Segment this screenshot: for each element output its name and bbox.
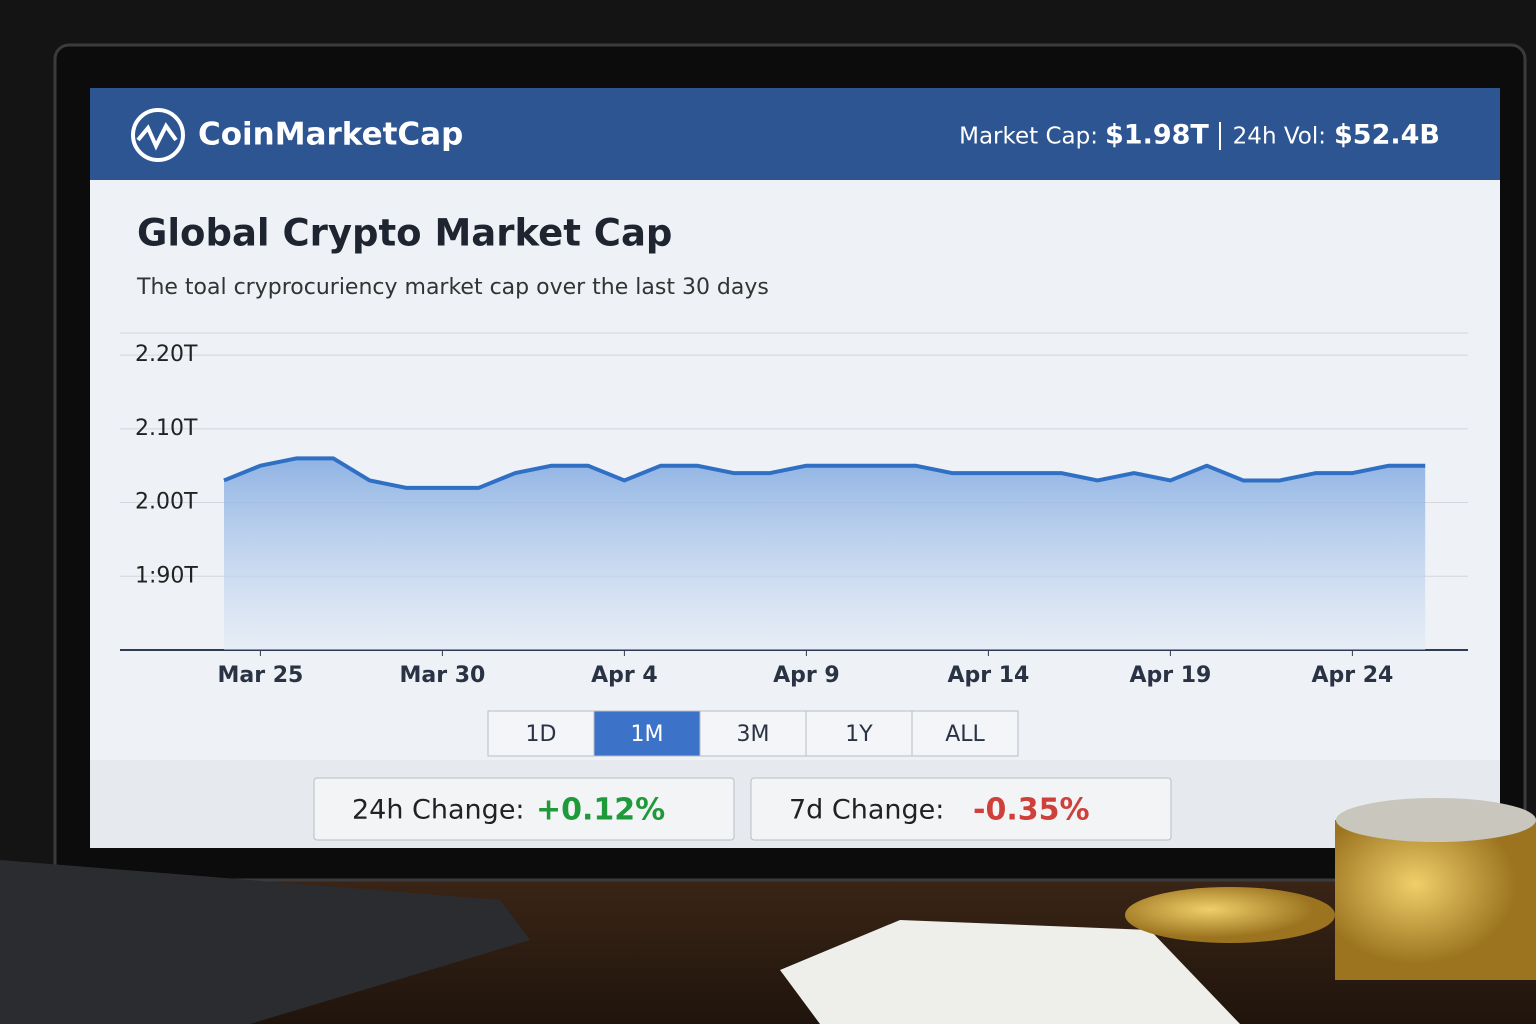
y-tick-label: 2.10T — [135, 416, 198, 441]
x-tick-label: Mar 30 — [399, 663, 485, 688]
stats: 24h Change: +0.12% 7d Change: -0.35% — [313, 777, 1172, 841]
range-buttons: 1D 1M 3M 1Y ALL — [487, 710, 1019, 757]
range-button-label: 1M — [631, 722, 664, 747]
x-tick-label: Apr 9 — [773, 663, 840, 688]
laptop — [0, 860, 530, 1024]
market-cap-value: $1.98T — [1105, 120, 1209, 151]
range-button-label: 3M — [737, 722, 770, 747]
stat-label: 24h Change: — [352, 795, 525, 826]
volume-value: $52.4B — [1334, 120, 1440, 151]
y-tick-label: 2.20T — [135, 342, 198, 367]
stat-label: 7d Change: — [789, 795, 944, 826]
logo — [131, 108, 185, 162]
x-tick-label: Apr 4 — [591, 663, 658, 688]
coin-stack — [1335, 820, 1536, 980]
y-tick-label: 1:90T — [135, 563, 198, 588]
plot: 1:90T 2.00T 2.10T 2.20T Mar 25 Mar 30 Apr 4 Apr… — [120, 342, 1468, 688]
x-tick-label: Mar 25 — [217, 663, 303, 688]
stat-value: +0.12% — [536, 793, 665, 828]
brand: CoinMarketCap — [198, 117, 463, 153]
range-button-label: 1Y — [845, 722, 873, 747]
range-button[interactable] — [487, 710, 595, 757]
range-button-label: ALL — [945, 722, 985, 747]
area-fill — [224, 458, 1426, 650]
logo-wave — [136, 122, 178, 151]
chart-title: Global Crypto Market Cap — [137, 212, 672, 255]
x-tick-label: Apr 14 — [947, 663, 1029, 688]
line — [223, 456, 1426, 490]
x-tick-label: Apr 24 — [1311, 663, 1393, 688]
stat-box — [313, 777, 735, 841]
range-button[interactable] — [593, 710, 701, 757]
coin-top — [1336, 798, 1536, 842]
x-tick-label: Apr 19 — [1129, 663, 1211, 688]
range-button[interactable] — [699, 710, 807, 757]
market-cap-label: Market Cap: — [959, 124, 1098, 150]
chart-subtitle: The toal cryprocuriency market cap over … — [136, 275, 769, 300]
notebook — [780, 920, 1240, 1024]
volume-label: 24h Vol: — [1233, 124, 1326, 150]
y-tick-label: 2.00T — [135, 490, 198, 515]
top-bar — [90, 88, 1500, 180]
range-button[interactable] — [911, 710, 1019, 757]
stat-box — [750, 777, 1172, 841]
range-button-label: 1D — [526, 722, 557, 747]
coin — [1125, 887, 1335, 943]
stat-value: -0.35% — [973, 793, 1090, 828]
